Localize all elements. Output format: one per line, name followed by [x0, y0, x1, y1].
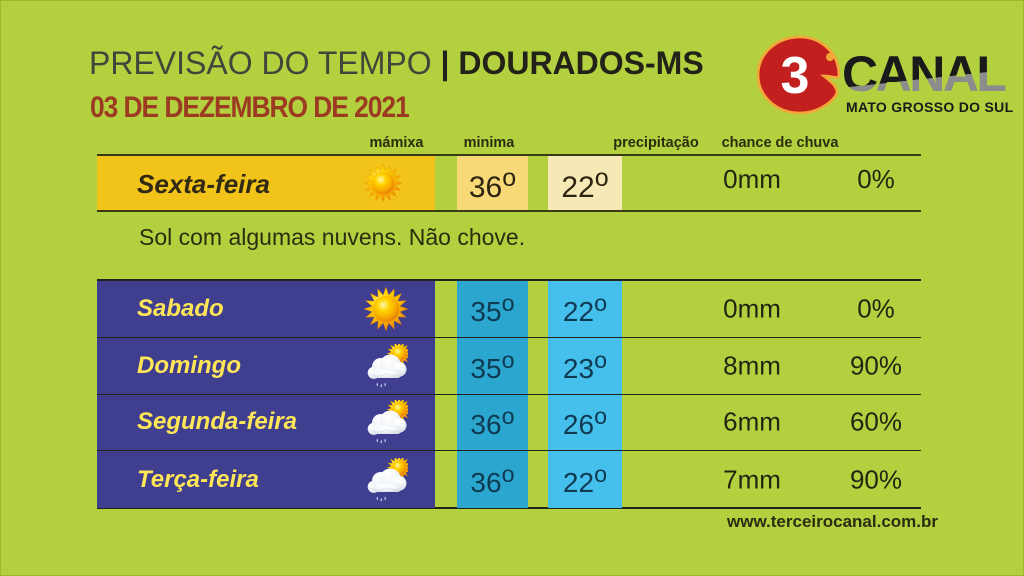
- svg-text:MATO GROSSO DO SUL: MATO GROSSO DO SUL: [846, 99, 1014, 115]
- svg-text:3: 3: [781, 47, 810, 105]
